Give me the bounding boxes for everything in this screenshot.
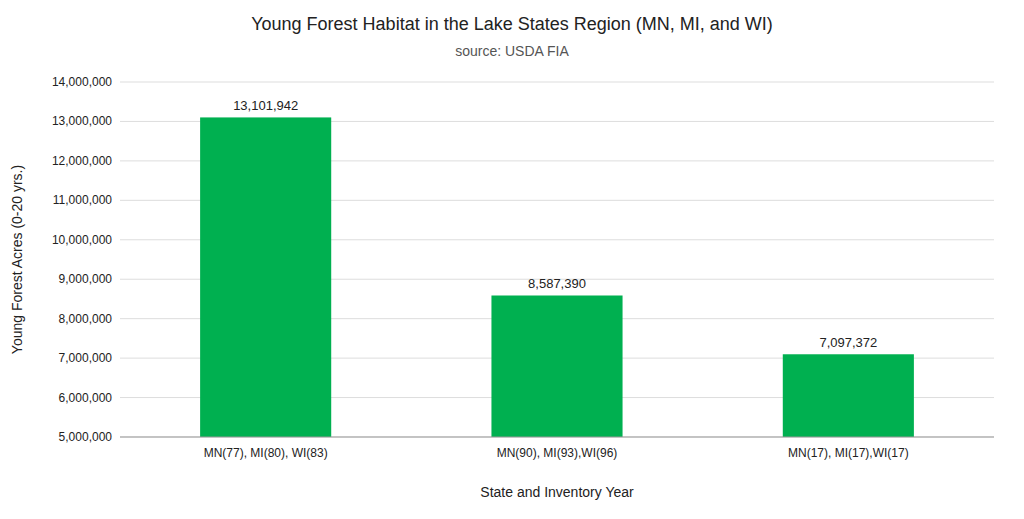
y-tick-label: 13,000,000	[52, 114, 112, 128]
x-tick-label: MN(90), MI(93),WI(96)	[497, 446, 618, 460]
y-tick-label: 8,000,000	[59, 312, 113, 326]
y-tick-label: 7,000,000	[59, 351, 113, 365]
data-label: 8,587,390	[528, 276, 586, 291]
y-tick-label: 9,000,000	[59, 272, 113, 286]
grid-line	[120, 82, 994, 83]
x-tick-label: MN(77), MI(80), WI(83)	[204, 446, 328, 460]
title: Young Forest Habitat in the Lake States …	[251, 14, 773, 34]
bar	[491, 295, 622, 437]
y-tick-label: 14,000,000	[52, 75, 112, 89]
x-tick-label: MN(17), MI(17),WI(17)	[788, 446, 909, 460]
data-label: 7,097,372	[819, 335, 877, 350]
y-tick-label: 10,000,000	[52, 233, 112, 247]
y-tick-label: 6,000,000	[59, 391, 113, 405]
y-tick-label: 5,000,000	[59, 430, 113, 444]
x-axis-line	[120, 437, 994, 438]
y-tick-label: 12,000,000	[52, 154, 112, 168]
x-axis-label: State and Inventory Year	[480, 484, 634, 500]
bar	[783, 354, 914, 437]
data-label: 13,101,942	[233, 98, 298, 113]
bars	[200, 117, 914, 437]
y-axis-label: Young Forest Acres (0-20 yrs.)	[9, 165, 25, 354]
bar	[200, 117, 331, 437]
chart-container: Young Forest Habitat in the Lake States …	[0, 0, 1024, 519]
grid-line	[120, 437, 994, 438]
y-tick-label: 11,000,000	[53, 193, 112, 207]
chart: Young Forest Habitat in the Lake States …	[0, 0, 1024, 519]
subtitle: source: USDA FIA	[455, 43, 569, 59]
